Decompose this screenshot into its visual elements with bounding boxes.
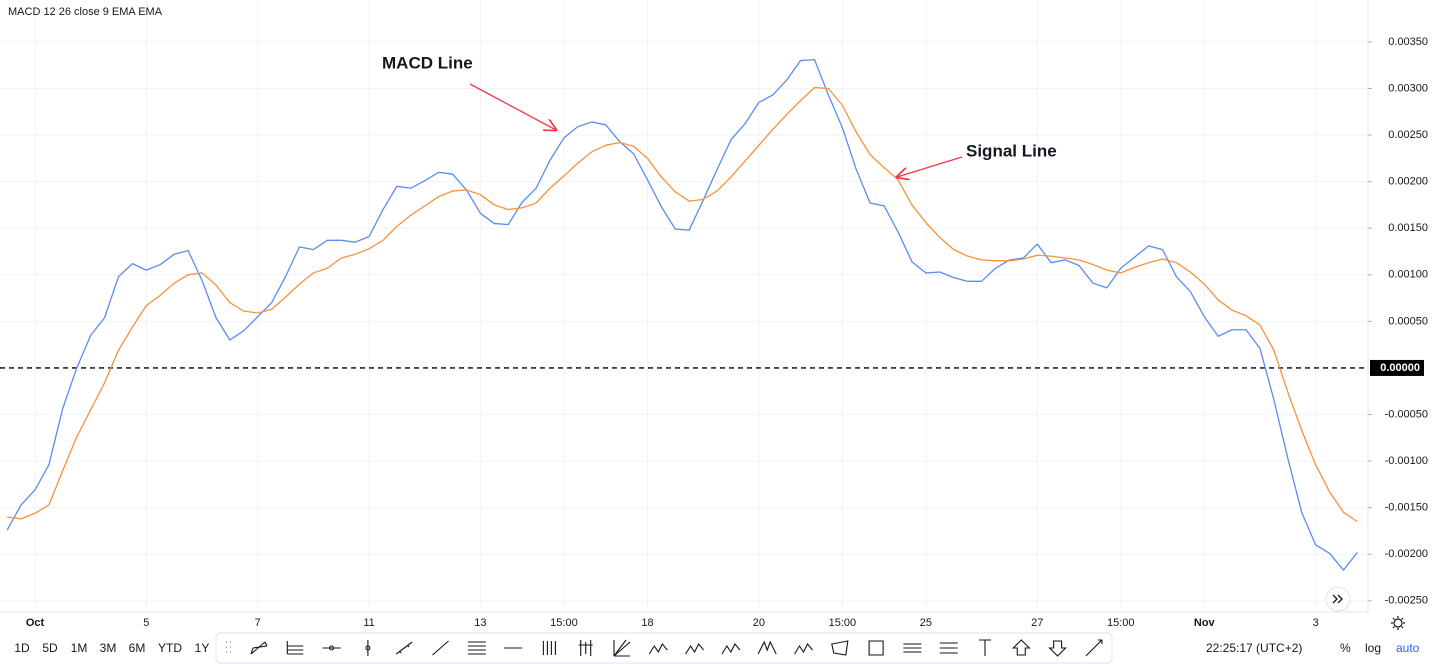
- tool-icon[interactable]: [467, 641, 486, 655]
- annotation-arrow: [469, 83, 556, 130]
- x-tick-label: 5: [143, 617, 149, 629]
- y-tick-label: 0.00150: [1388, 222, 1428, 234]
- scale-button[interactable]: %: [1340, 641, 1351, 655]
- y-tick-label: 0.00100: [1388, 269, 1428, 281]
- tool-icon[interactable]: [365, 640, 371, 656]
- y-tick-label: -0.00150: [1385, 502, 1428, 514]
- settings-button[interactable]: [1391, 616, 1405, 630]
- tool-icon[interactable]: [939, 642, 958, 654]
- range-button[interactable]: 1M: [71, 641, 88, 655]
- tool-icon[interactable]: [613, 639, 631, 657]
- x-axis: Oct 5 7 11 13 15:00 18 20 15:00 25 27 15:00 Nov 3: [26, 617, 1319, 629]
- y-tick-label: 0.00250: [1388, 129, 1428, 141]
- annotation: Signal Line: [966, 141, 1057, 160]
- tool-icon[interactable]: [903, 643, 922, 653]
- settings-icon: [1393, 618, 1403, 628]
- tool-icon[interactable]: [757, 640, 777, 655]
- y-tick-label: 0.00050: [1388, 315, 1428, 327]
- tool-icon[interactable]: [648, 643, 668, 655]
- range-button[interactable]: 5D: [42, 641, 58, 655]
- x-tick-label: 18: [641, 617, 653, 629]
- x-tick-label: Nov: [1194, 617, 1216, 629]
- x-tick-label: 15:00: [1107, 617, 1135, 629]
- range-button[interactable]: YTD: [158, 641, 182, 655]
- reference-label: 0.00000: [1380, 362, 1420, 374]
- y-tick-label: -0.00250: [1385, 595, 1428, 607]
- plot: [0, 58, 1368, 571]
- x-tick-label: 20: [753, 617, 765, 629]
- tool-icon[interactable]: [1011, 639, 1031, 656]
- clock: 22:25:17 (UTC+2): [1206, 641, 1302, 655]
- series-line: [6, 58, 1358, 571]
- indicator-title: MACD 12 26 close 9 EMA EMA: [8, 6, 163, 18]
- tool-icon[interactable]: [542, 641, 556, 655]
- scroll-icon: [1332, 594, 1343, 604]
- tool-icon[interactable]: [794, 643, 813, 655]
- scale-button[interactable]: log: [1365, 641, 1381, 655]
- y-tick-label: 0.00350: [1388, 36, 1428, 48]
- y-tick-label: 0.00200: [1388, 176, 1428, 188]
- range-button[interactable]: 1Y: [195, 641, 210, 655]
- x-tick-label: 11: [363, 617, 374, 629]
- range-button[interactable]: 3M: [100, 641, 117, 655]
- annotation-arrow: [897, 156, 963, 177]
- tool-icon[interactable]: [322, 645, 341, 651]
- y-tick-label: -0.00050: [1385, 408, 1428, 420]
- drag-handle: [226, 641, 231, 653]
- tool-icon[interactable]: [1085, 639, 1103, 657]
- range-button[interactable]: 1D: [14, 641, 30, 655]
- grid: [0, 0, 1368, 612]
- x-tick-label: 27: [1031, 617, 1043, 629]
- series-line: [7, 86, 1358, 523]
- range-button[interactable]: 6M: [129, 641, 146, 655]
- tool-icon[interactable]: [721, 643, 741, 655]
- tool-icon[interactable]: [979, 639, 991, 656]
- x-tick-label: 15:00: [829, 617, 857, 629]
- x-tick-label: 25: [920, 617, 932, 629]
- tool-icon[interactable]: [685, 643, 705, 655]
- toolbar-frame: [215, 632, 1113, 664]
- tool-icon[interactable]: [1048, 640, 1067, 657]
- x-tick-label: 7: [255, 617, 261, 629]
- annotation: MACD Line: [382, 53, 473, 72]
- scroll-button-bg[interactable]: [1325, 586, 1351, 612]
- y-tick-label: -0.00200: [1385, 548, 1428, 560]
- tool-icon[interactable]: [286, 641, 304, 655]
- y-tick-label: -0.00100: [1385, 455, 1428, 467]
- reference-label-bg: [1370, 359, 1424, 376]
- settings-icon: [1391, 616, 1405, 630]
- tool-icon[interactable]: [250, 641, 268, 655]
- x-tick-label: 15:00: [550, 617, 578, 629]
- tool-icon[interactable]: [432, 640, 449, 656]
- scroll-button[interactable]: [1325, 586, 1351, 612]
- y-tick-label: 0.00300: [1388, 82, 1428, 94]
- tool-icon[interactable]: [578, 640, 593, 656]
- tool-icon[interactable]: [831, 640, 849, 656]
- toolbar: 22:25:17 (UTC+2) % log auto 1D 5D 1M 3M 6M YT…: [14, 616, 1420, 664]
- y-axis: 0.00350 0.00300 0.00250 0.00200 0.00150 0.001…: [1368, 36, 1428, 607]
- tool-icon[interactable]: [868, 640, 884, 656]
- scale-button[interactable]: auto: [1396, 641, 1420, 655]
- tool-icon[interactable]: [395, 641, 413, 655]
- x-tick-label: 13: [474, 617, 486, 629]
- x-tick-label: Oct: [26, 617, 45, 629]
- x-tick-label: 3: [1313, 617, 1319, 629]
